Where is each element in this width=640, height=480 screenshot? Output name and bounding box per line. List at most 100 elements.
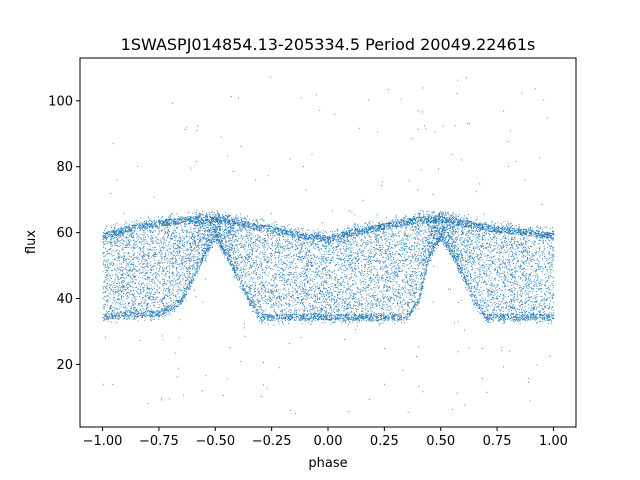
scatter-point [146,225,148,226]
scatter-point [361,316,362,318]
scatter-point [259,306,261,308]
scatter-point [358,231,360,232]
scatter-point [260,263,262,264]
scatter-point [549,237,551,239]
scatter-point [183,217,185,219]
scatter-point [242,275,244,277]
scatter-point [312,321,314,322]
scatter-point [148,283,150,285]
scatter-point [504,315,506,317]
scatter-point [337,246,339,247]
scatter-point [131,269,133,271]
scatter-point [293,229,295,231]
scatter-point [430,234,432,235]
scatter-point [498,234,500,235]
scatter-point [445,237,446,238]
scatter-point [158,307,160,308]
scatter-point [149,319,151,321]
scatter-point [321,304,323,306]
scatter-point [458,229,460,230]
scatter-point [150,316,152,317]
scatter-point [164,256,166,258]
scatter-point [392,279,394,280]
scatter-point [379,315,381,317]
scatter-point [289,262,291,263]
scatter-point [422,230,424,232]
scatter-point [157,227,159,229]
scatter-point [483,299,485,301]
scatter-point [294,237,295,239]
scatter-point [118,287,120,288]
scatter-point [141,283,143,285]
scatter-point [391,221,393,223]
scatter-point [131,299,133,301]
scatter-point [430,226,432,227]
scatter-point [310,241,312,243]
scatter-point [106,225,107,227]
scatter-point [143,263,145,265]
scatter-point [133,293,135,295]
scatter-point [119,313,120,315]
scatter-point [369,285,371,287]
scatter-point [287,315,289,317]
scatter-point [333,270,335,272]
scatter-point [118,241,120,243]
scatter-point [351,236,353,237]
scatter-point [241,243,243,244]
scatter-point [151,243,153,244]
scatter-point [494,293,496,295]
scatter-point [551,320,553,322]
scatter-point [303,274,305,276]
scatter-point [367,232,369,234]
scatter-point [123,231,125,232]
scatter-point [551,262,553,264]
scatter-point [511,313,513,315]
scatter-point [460,261,462,263]
scatter-point [458,221,460,222]
scatter-point [132,300,133,302]
scatter-point [550,319,552,320]
scatter-point [388,233,390,235]
scatter-point [314,314,315,316]
scatter-point [190,280,192,282]
scatter-point [315,237,317,239]
scatter-point [389,223,390,225]
scatter-point [385,267,387,269]
scatter-point [500,268,501,270]
scatter-point [258,315,259,317]
scatter-point [219,214,220,215]
scatter-point [150,249,152,251]
scatter-point [301,315,303,317]
scatter-point [264,313,266,315]
scatter-point [476,254,478,256]
scatter-point [421,290,422,291]
scatter-point [266,225,268,227]
scatter-point [115,313,117,315]
scatter-point [328,314,330,316]
scatter-point [147,277,149,279]
scatter-point [339,237,341,239]
scatter-point [431,250,433,251]
scatter-point [502,316,504,318]
scatter-point [292,237,294,239]
scatter-point [477,224,479,226]
scatter-point [161,242,162,243]
scatter-point [294,279,295,281]
scatter-point [546,281,548,282]
scatter-point [451,217,453,218]
scatter-point [497,246,499,248]
scatter-point [426,256,428,258]
scatter-point [347,289,349,291]
scatter-point [481,244,483,246]
scatter-point [278,267,280,269]
scatter-point [477,246,479,248]
scatter-point [273,304,274,306]
scatter-point [359,232,361,234]
scatter-point [495,258,497,260]
scatter-point [111,314,113,316]
scatter-point [479,304,481,306]
scatter-point [259,278,261,279]
scatter-point [370,319,372,321]
scatter-point [479,239,481,241]
scatter-point [145,228,146,230]
